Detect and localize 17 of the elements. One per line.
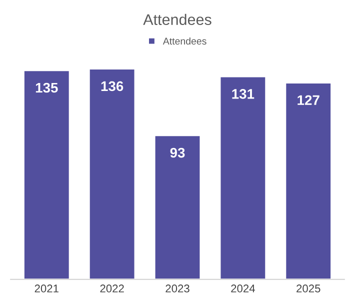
bar xyxy=(284,82,332,280)
bar xyxy=(219,76,267,280)
x-tick-label: 2023 xyxy=(166,284,190,292)
chart-title: Attendees xyxy=(143,14,212,26)
x-tick-label: 2021 xyxy=(34,284,58,292)
x-tick-label: 2022 xyxy=(100,284,124,292)
data-label: 136 xyxy=(101,81,124,92)
bar xyxy=(154,134,202,280)
bar xyxy=(88,68,136,280)
x-tick-label: 2025 xyxy=(296,284,320,292)
bar xyxy=(23,70,70,280)
legend-label: Attendees xyxy=(162,37,206,45)
x-tick-label: 2024 xyxy=(231,284,255,292)
data-label: 127 xyxy=(298,95,320,105)
data-label: 93 xyxy=(170,148,185,158)
data-label: 135 xyxy=(36,82,58,93)
data-label: 131 xyxy=(232,89,254,99)
